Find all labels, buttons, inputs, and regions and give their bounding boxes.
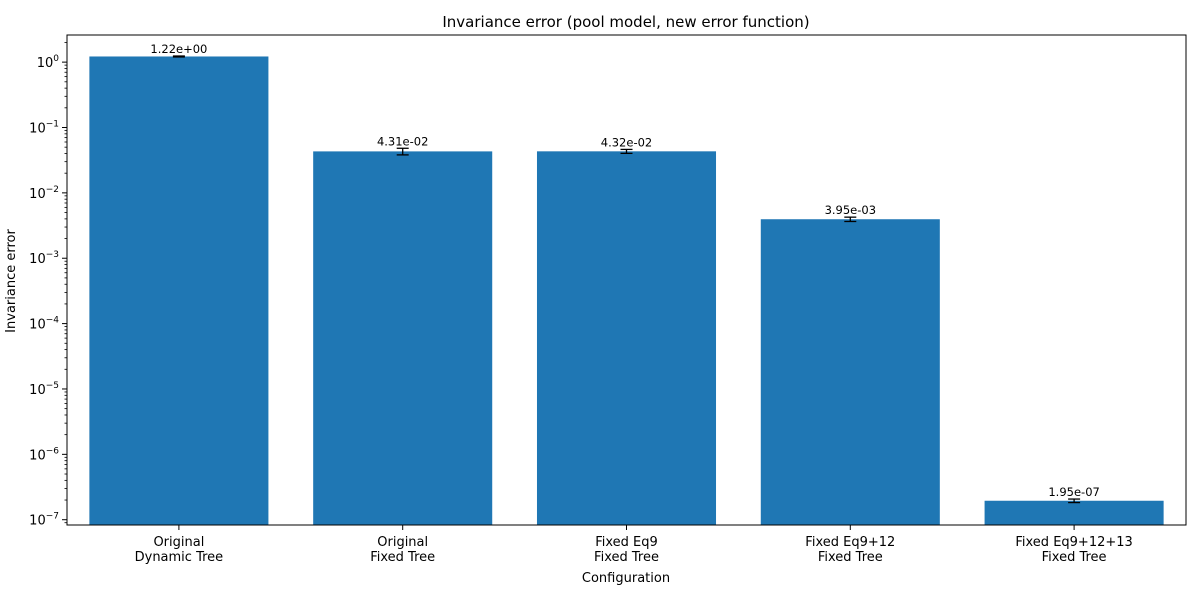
x-tick-label: Fixed Tree xyxy=(370,550,435,565)
y-tick-label: 10−7 xyxy=(29,512,59,529)
y-tick-label: 10−3 xyxy=(29,250,59,267)
x-tick-label: Fixed Eq9 xyxy=(595,535,658,550)
x-tick-label: Dynamic Tree xyxy=(135,550,224,565)
x-tick-label: Fixed Tree xyxy=(1042,550,1107,565)
error-bar xyxy=(172,55,185,58)
bar xyxy=(536,151,717,525)
bar xyxy=(760,219,940,525)
y-tick-label: 10−5 xyxy=(29,381,59,398)
bar xyxy=(313,151,493,525)
x-tick-label: Fixed Eq9+12 xyxy=(805,535,895,550)
axes-frame xyxy=(66,34,1187,526)
error-bar xyxy=(396,147,409,156)
bar xyxy=(984,500,1164,525)
y-tick-label: 10−4 xyxy=(29,316,59,333)
x-tick-label: Original xyxy=(377,535,428,550)
chart-title: Invariance error (pool model, new error … xyxy=(442,13,809,31)
data-label: 1.95e-07 xyxy=(1048,485,1099,499)
error-bar xyxy=(1068,498,1081,504)
x-tick-label: Original xyxy=(153,535,204,550)
data-label: 3.95e-03 xyxy=(825,203,876,217)
x-tick-label: Fixed Tree xyxy=(818,550,883,565)
x-tick-label: Fixed Eq9+12+13 xyxy=(1015,535,1132,550)
error-bar xyxy=(620,148,633,155)
y-tick-label: 10−2 xyxy=(29,185,59,202)
error-bar xyxy=(844,216,857,223)
bar xyxy=(89,56,269,526)
y-axis-label: Invariance error xyxy=(4,229,19,333)
data-label: 4.31e-02 xyxy=(377,134,428,148)
data-label: 1.22e+00 xyxy=(150,42,207,56)
x-axis-label: Configuration xyxy=(582,571,670,586)
y-tick-label: 100 xyxy=(37,54,60,71)
x-tick-label: Fixed Tree xyxy=(594,550,659,565)
y-tick-label: 10−1 xyxy=(29,119,59,136)
data-label: 4.32e-02 xyxy=(601,135,652,149)
y-tick-label: 10−6 xyxy=(29,446,59,463)
